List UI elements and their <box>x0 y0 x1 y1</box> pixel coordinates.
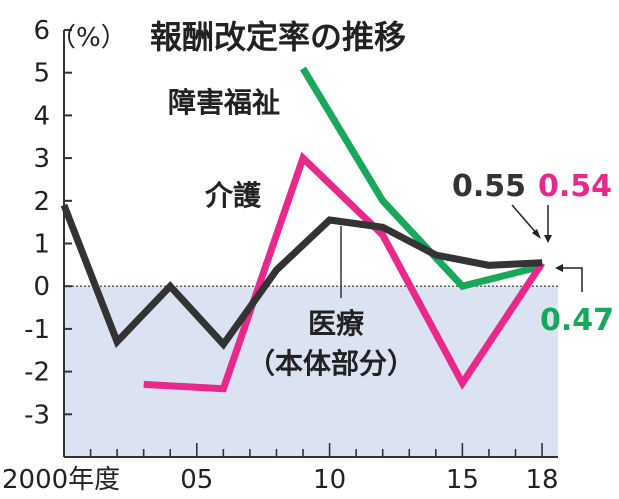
y-tick-label: 2 <box>33 187 50 217</box>
y-tick-label: 5 <box>33 59 50 89</box>
arrow-welfare <box>560 267 583 292</box>
series-label-medical: 医療 <box>308 307 365 340</box>
series-labels: 障害福祉 介護 医療 （本体部分） <box>168 86 415 380</box>
y-tick-label: -2 <box>24 358 50 388</box>
value-label-care: 0.54 <box>538 169 612 204</box>
y-tick-label: 0 <box>33 272 50 302</box>
y-tick-label: 1 <box>33 230 50 260</box>
value-label-medical: 0.55 <box>452 169 526 204</box>
arrow-care-head <box>544 235 552 243</box>
y-tick-label: -3 <box>24 400 50 430</box>
series-label-care: 介護 <box>204 179 262 212</box>
x-tick-label: 10 <box>313 465 346 495</box>
series-line-medical <box>60 203 543 350</box>
y-axis-unit: （%） <box>50 23 127 53</box>
series-label-medical-sub: （本体部分） <box>247 347 415 380</box>
arrow-medical <box>511 204 539 236</box>
arrow-medical-head <box>532 229 541 239</box>
series-label-welfare: 障害福祉 <box>168 86 280 119</box>
series-lines <box>60 66 546 393</box>
y-tick-label: 3 <box>33 144 50 174</box>
value-labels: 0.55 0.54 0.47 <box>452 169 614 338</box>
y-tick-label: -1 <box>24 315 50 345</box>
series-line-care <box>143 151 546 393</box>
x-tick-label: 05 <box>180 465 213 495</box>
x-tick-label: 15 <box>446 465 479 495</box>
chart-title: 報酬改定率の推移 <box>150 18 406 56</box>
x-tick-label: 2000年度 <box>2 465 120 495</box>
series-line-welfare <box>300 66 543 291</box>
y-axis-ticks: 6 5 4 3 2 1 0 -1 -2 -3 <box>24 16 72 430</box>
arrow-welfare-head <box>555 264 563 272</box>
value-label-welfare: 0.47 <box>540 303 614 338</box>
y-tick-label: 6 <box>33 16 50 46</box>
x-axis-ticks: 2000年度 05 10 15 18 <box>2 443 559 495</box>
y-tick-label: 4 <box>33 101 50 131</box>
x-tick-label: 18 <box>526 465 559 495</box>
